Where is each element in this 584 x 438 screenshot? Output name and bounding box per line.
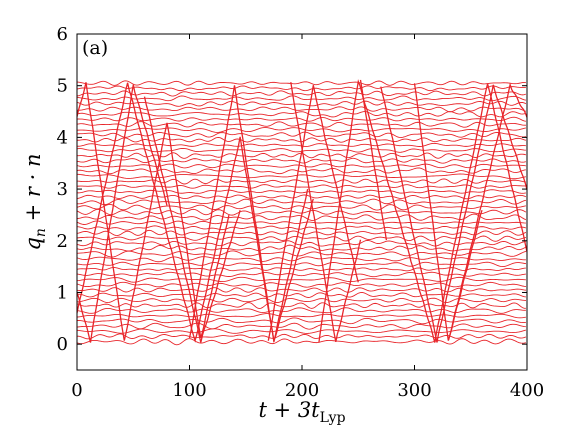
series-line <box>77 271 526 278</box>
series-line <box>77 95 526 102</box>
diagonal-trajectory <box>77 84 168 343</box>
series-line <box>77 203 526 211</box>
series-line <box>77 198 527 206</box>
series-line <box>77 297 526 304</box>
series-line <box>77 157 526 164</box>
series-line <box>77 322 526 330</box>
series-line <box>77 167 526 175</box>
series-line <box>77 281 526 288</box>
series-line <box>77 328 527 334</box>
diagonal-trajectory <box>359 79 388 241</box>
axis-ticks <box>76 33 528 370</box>
series-line <box>77 261 526 268</box>
series-line <box>77 127 527 133</box>
series-line <box>77 189 526 194</box>
diagonal-trajectory <box>413 82 527 341</box>
x-tick-label: 0 <box>71 380 82 401</box>
diagonal-trajectory <box>188 85 314 344</box>
series-line <box>77 173 526 180</box>
series-line <box>77 111 527 118</box>
series-line <box>77 208 527 216</box>
series-line <box>77 100 527 107</box>
series-line <box>77 244 527 252</box>
y-tick-label: 1 <box>57 282 68 303</box>
x-tick-label: 200 <box>285 380 319 401</box>
diagonal-trajectory <box>143 96 241 343</box>
diagonal-trajectory <box>447 209 483 341</box>
tick-labels: 0 100 200 300 400 0 1 2 3 4 5 6 <box>57 24 545 401</box>
x-tick-label: 300 <box>397 380 431 401</box>
series-line <box>77 287 526 293</box>
series-line <box>77 106 527 113</box>
series-line <box>77 194 527 200</box>
series-line <box>77 131 526 138</box>
series-line <box>77 116 527 122</box>
y-tick-label: 5 <box>57 76 68 97</box>
series-line <box>77 276 526 283</box>
x-axis-label: t + 3tLyp <box>258 398 345 426</box>
series-line <box>77 220 526 225</box>
series-line <box>77 333 527 340</box>
x-axis-label-subscript: Lyp <box>320 410 346 426</box>
series-line <box>77 235 527 242</box>
series-line <box>77 85 526 92</box>
series-line <box>77 184 526 189</box>
series-line <box>77 267 526 272</box>
series-line <box>77 302 526 310</box>
series-line <box>77 80 526 86</box>
series-line <box>77 313 526 319</box>
series-line <box>77 307 526 314</box>
series-line <box>77 163 526 169</box>
series-line <box>77 250 527 258</box>
y-tick-label: 3 <box>57 179 68 200</box>
y-axis-label-subscript: n <box>33 228 49 237</box>
series-line <box>77 90 527 97</box>
trajectory-lines <box>77 79 527 346</box>
diagonal-trajectory <box>77 82 230 341</box>
x-tick-label: 400 <box>510 380 544 401</box>
x-tick-label: 100 <box>172 380 206 401</box>
panel-label: (a) <box>82 37 108 59</box>
series-line <box>77 338 526 346</box>
y-tick-label: 4 <box>57 127 68 148</box>
series-line <box>77 292 526 298</box>
diagonal-trajectory <box>290 81 362 343</box>
series-line <box>77 178 526 185</box>
series-line <box>77 229 527 236</box>
diagonal-trajectory <box>318 79 527 343</box>
y-tick-label: 6 <box>57 24 68 45</box>
series-line <box>77 256 526 263</box>
series-line <box>77 225 527 231</box>
y-tick-label: 2 <box>57 231 68 252</box>
diagonal-trajectory <box>267 85 359 341</box>
y-tick-label: 0 <box>57 334 68 355</box>
series-line <box>77 317 526 325</box>
y-axis-label: qn + r · n <box>21 153 49 250</box>
